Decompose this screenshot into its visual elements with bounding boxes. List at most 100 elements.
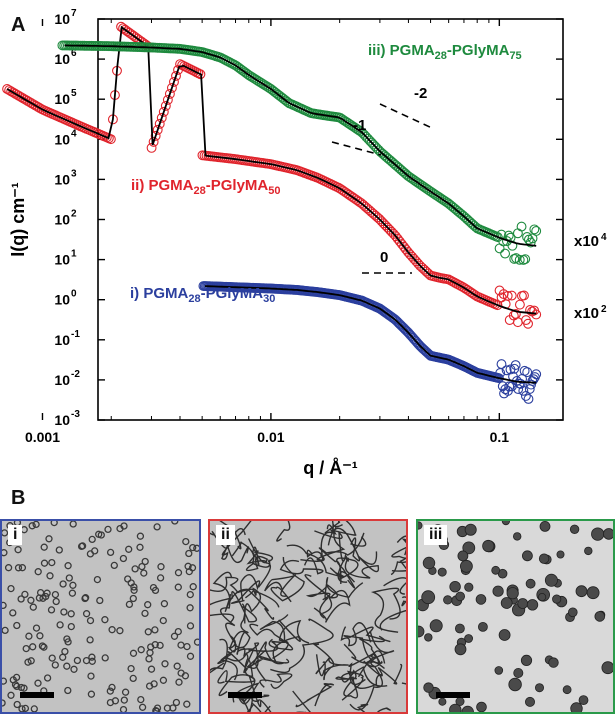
data-point — [193, 68, 204, 79]
tem-image-ii: ii — [208, 519, 408, 714]
data-point — [522, 367, 533, 378]
y-tick-label: 10 — [54, 51, 70, 67]
data-point — [514, 254, 525, 265]
data-point — [160, 100, 171, 111]
y-tick-label: 10 — [54, 131, 70, 147]
y-tick-label: 10 — [54, 292, 70, 308]
data-point — [514, 299, 525, 310]
data-point — [463, 215, 474, 226]
tem-image-iii: iii — [416, 519, 615, 714]
scale-factor-label: x10 — [574, 305, 599, 322]
y-tick-label: 10 — [54, 212, 70, 228]
slope-label: -2 — [414, 85, 427, 102]
y-tick-label: 10 — [54, 91, 70, 107]
y-tick-exponent: -2 — [71, 369, 80, 380]
data-point — [162, 94, 173, 105]
data-point — [150, 130, 161, 141]
data-point — [152, 124, 163, 135]
data-point — [506, 290, 517, 301]
data-point — [512, 317, 523, 328]
series-2 — [2, 21, 542, 329]
data-point — [169, 76, 179, 87]
panel-letter-b: B — [11, 487, 26, 509]
x-axis-label: q / Å⁻¹ — [303, 458, 358, 478]
y-tick-exponent: -3 — [71, 409, 80, 420]
data-point — [520, 254, 531, 265]
y-tick-exponent: 0 — [71, 289, 77, 300]
data-point — [148, 136, 159, 147]
series-1 — [198, 281, 542, 404]
plot-frame — [97, 18, 564, 421]
data-point — [492, 300, 503, 311]
data-point — [523, 394, 534, 404]
tem-label-ii: ii — [216, 525, 235, 545]
data-point — [528, 374, 539, 385]
scale-bar — [228, 692, 262, 698]
tem-label-iii: iii — [424, 525, 448, 545]
y-tick-exponent: 3 — [71, 168, 77, 179]
saxs-chart: 0.001 0.01 0.110 -310 -210 -110 010 110 210 310 41… — [2, 8, 607, 478]
y-axis-label: I(q) cm⁻¹ — [8, 182, 28, 257]
scale-factor-label: x10 — [574, 233, 599, 250]
scale-factor-exponent: 4 — [601, 232, 607, 243]
data-point — [516, 221, 527, 232]
y-tick-exponent: 6 — [71, 48, 77, 59]
data-point — [522, 232, 532, 242]
fit-line — [64, 44, 537, 247]
y-tick-label: 10 — [54, 412, 70, 428]
data-point — [501, 365, 512, 376]
slope-guide — [331, 141, 382, 156]
y-tick-label: 10 — [54, 332, 70, 348]
data-point — [519, 290, 529, 301]
y-tick-label: 10 — [54, 252, 70, 268]
data-point — [510, 360, 521, 371]
data-point — [459, 212, 470, 223]
data-point — [504, 381, 515, 392]
data-point — [105, 134, 116, 145]
y-tick-exponent: 2 — [71, 209, 77, 220]
data-point — [164, 88, 175, 99]
slope-guide — [379, 103, 433, 129]
tem-label-i: i — [8, 525, 23, 545]
data-point — [519, 365, 530, 376]
scale-factor-exponent: 2 — [601, 304, 607, 315]
x-tick-label: 0.1 — [490, 429, 510, 445]
data-point — [166, 82, 177, 93]
series-label-2: ii) PGMA28-PGlyMA50 — [131, 177, 281, 197]
y-tick-label: 10 — [54, 11, 70, 27]
tem-image-i: i — [0, 519, 201, 714]
panel-letter-a: A — [11, 14, 26, 36]
data-point — [154, 118, 165, 129]
scale-bar — [436, 692, 470, 698]
data-point — [531, 369, 542, 380]
data-point — [523, 318, 533, 329]
data-point — [496, 359, 507, 370]
data-point — [518, 385, 529, 396]
y-tick-exponent: -1 — [71, 329, 80, 340]
data-point — [531, 309, 542, 320]
slope-label: 0 — [380, 249, 388, 266]
data-point — [461, 213, 472, 224]
series-label-1: i) PGMA28-PGlyMA30 — [130, 285, 275, 305]
data-point — [500, 248, 511, 259]
y-tick-label: 10 — [54, 171, 70, 187]
x-tick-label: 0.01 — [257, 429, 284, 445]
scale-bar — [20, 692, 54, 698]
data-point — [146, 142, 157, 153]
data-point — [158, 106, 169, 117]
data-point — [515, 378, 526, 389]
series-label-3: iii) PGMA28-PGlyMA75 — [368, 42, 522, 62]
y-tick-label: 10 — [54, 372, 70, 388]
y-tick-exponent: 4 — [71, 128, 77, 139]
y-tick-exponent: 5 — [71, 88, 77, 99]
slope-label: -1 — [353, 117, 366, 134]
data-point — [529, 224, 540, 235]
data-point — [372, 143, 382, 154]
fit-line — [204, 285, 537, 384]
y-tick-exponent: 1 — [71, 249, 77, 260]
data-point — [355, 126, 366, 137]
x-tick-label: 0.001 — [25, 429, 60, 445]
data-point — [513, 384, 524, 395]
series-3 — [57, 40, 542, 265]
data-point — [458, 210, 468, 221]
